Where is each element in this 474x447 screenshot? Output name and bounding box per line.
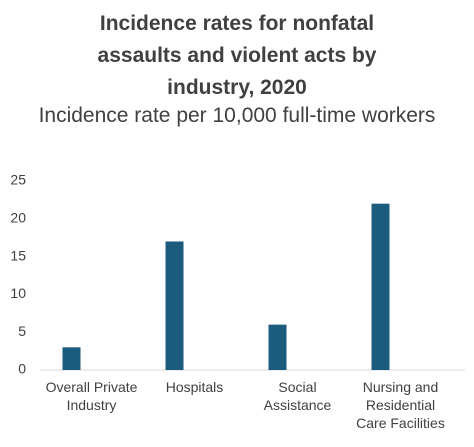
bar [371,203,390,370]
y-tick-label: 15 [10,247,26,263]
x-tick-label: Overall Private Industry [45,379,138,413]
chart-subtitle: Incidence rate per 10,000 full-time work… [38,104,436,127]
bar [62,347,81,370]
y-tick-label: 5 [18,323,26,339]
y-tick-label: 25 [10,172,26,188]
y-tick-label: 0 [18,361,26,377]
x-tick-label: Nursing and Residential Care Facilities [356,379,445,431]
bar [268,324,287,370]
x-tick-label: Social Assistance [263,379,332,413]
bar [165,241,184,370]
x-tick-label: Hospitals [165,379,224,395]
y-tick-label: 10 [10,285,26,301]
chart-title: Incidence rates for nonfatal assaults an… [97,12,377,99]
y-tick-label: 20 [10,210,26,226]
